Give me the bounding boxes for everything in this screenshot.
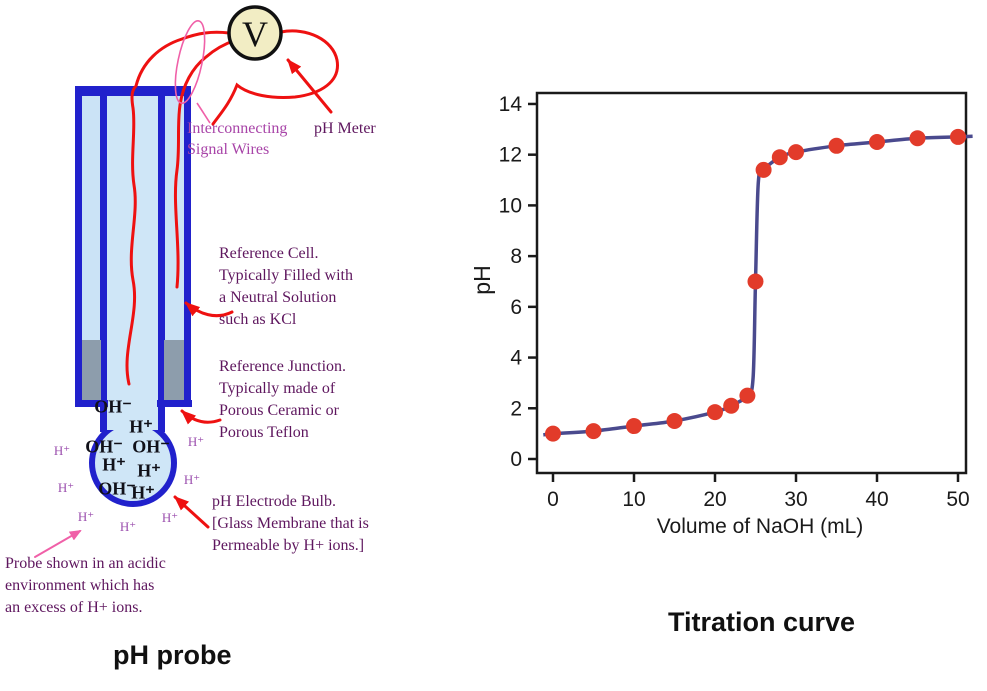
- ph-meter: V: [227, 5, 283, 61]
- ion-outside-label: H⁺: [183, 472, 201, 487]
- label-reference-cell: Reference Cell. Typically Filled with a …: [219, 245, 353, 328]
- wire-left: [125, 30, 231, 386]
- ion-inside-label: OH⁻: [132, 436, 170, 457]
- x-tick-label: 10: [622, 488, 645, 511]
- data-point: [585, 423, 602, 440]
- y-tick-label: 8: [510, 245, 522, 268]
- probe-caption: pH probe: [113, 640, 232, 670]
- inner-tube-wall-right: [158, 94, 165, 432]
- inner-tube-wall-left: [100, 94, 107, 432]
- ion-outside-label: H⁺: [119, 519, 137, 534]
- y-tick-label: 6: [510, 296, 522, 319]
- data-point: [950, 128, 966, 145]
- arrow-to-environment: [34, 529, 82, 558]
- data-point: [666, 412, 683, 429]
- callout-arrows: [34, 58, 333, 558]
- data-points: [545, 128, 966, 442]
- ion-inside-label: H⁺: [129, 416, 153, 437]
- data-point: [626, 418, 642, 435]
- chart-caption: Titration curve: [668, 607, 856, 637]
- meter-symbol: V: [242, 14, 268, 54]
- ph-probe-diagram: V: [34, 5, 339, 558]
- y-tick-label: 2: [510, 397, 522, 420]
- tube-bottom-right: [157, 400, 192, 407]
- label-reference-junction: Reference Junction. Typically made of Po…: [219, 358, 347, 441]
- y-tick-label: 12: [499, 144, 522, 167]
- meter-dial: [227, 5, 283, 61]
- y-tick-label: 10: [499, 194, 522, 217]
- titration-chart: 0 2 4 6 8 10 12 14 0 10 20 30 40 50 Volume of NaOH (…: [469, 91, 973, 538]
- data-point: [723, 397, 740, 414]
- y-tick-label: 0: [510, 448, 522, 471]
- arrow-to-reference-cell: [184, 301, 234, 318]
- reference-junction-right: [164, 340, 184, 406]
- label-ph-meter: pH Meter: [314, 120, 376, 137]
- x-axis-label: Volume of NaOH (mL): [657, 515, 864, 538]
- data-point: [739, 387, 756, 404]
- plot-area: [535, 91, 968, 475]
- ion-outside-label: H⁺: [77, 509, 95, 524]
- coil-ellipse: [174, 20, 206, 104]
- signal-wires: [125, 29, 339, 386]
- x-tick-label: 30: [784, 488, 807, 511]
- data-point: [788, 144, 804, 161]
- wire-loop: [211, 29, 339, 126]
- data-point: [828, 137, 845, 154]
- x-tick-label: 40: [865, 488, 888, 511]
- label-signal-wires: Interconnecting Signal Wires: [187, 120, 288, 158]
- ion-outside-label: H⁺: [57, 480, 75, 495]
- arrow-to-meter: [286, 58, 333, 114]
- data-point: [909, 130, 926, 147]
- ion-inside-label: OH⁻: [85, 436, 123, 457]
- arrow-to-bulb: [173, 495, 210, 529]
- x-tick-label: 20: [703, 488, 726, 511]
- x-axis-ticks: 0 10 20 30 40 50: [547, 473, 970, 511]
- data-point: [869, 134, 885, 150]
- data-point: [707, 404, 723, 421]
- ion-outside-label: H⁺: [53, 443, 71, 458]
- data-point: [771, 149, 788, 166]
- coil-tail: [196, 102, 211, 124]
- x-tick-label: 0: [547, 488, 559, 511]
- data-point: [747, 273, 764, 290]
- data-point: [755, 161, 772, 178]
- y-tick-label: 4: [510, 347, 522, 370]
- wire-coil: [174, 20, 211, 124]
- reference-junction-left: [82, 340, 101, 406]
- data-point: [545, 425, 561, 442]
- y-tick-label: 14: [499, 93, 523, 116]
- ion-outside-label: H⁺: [161, 510, 179, 525]
- ion-inside-label: H⁺: [102, 454, 126, 475]
- tube-bottom-left: [75, 400, 108, 407]
- y-axis-label: pH: [469, 265, 495, 294]
- ion-inside-label: H⁺: [137, 460, 161, 481]
- label-environment-note: Probe shown in an acidic environment whi…: [5, 555, 166, 616]
- ion-inside-label: H⁺: [131, 482, 155, 503]
- ion-inside-label: OH⁻: [94, 396, 132, 417]
- arrow-to-junction: [180, 409, 222, 425]
- ion-inside-label: OH⁻: [98, 478, 136, 499]
- label-electrode-bulb: pH Electrode Bulb. [Glass Membrane that …: [212, 493, 369, 554]
- y-axis-ticks: 0 2 4 6 8 10 12 14: [499, 93, 537, 471]
- ion-outside-label: H⁺: [187, 434, 205, 449]
- wire-right: [173, 38, 238, 289]
- x-tick-label: 50: [946, 488, 969, 511]
